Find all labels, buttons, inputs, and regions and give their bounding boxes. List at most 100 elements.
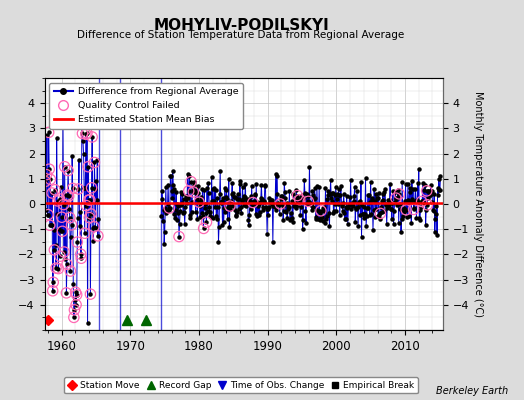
Point [426,191,434,198]
Point [49,279,58,286]
Point [354,198,363,205]
Point [79,138,87,144]
Point [220,219,228,225]
Point [203,184,211,191]
Point [291,196,299,202]
Point [382,202,390,208]
Point [362,222,370,229]
Point [425,188,433,194]
Point [78,120,86,126]
Point [201,201,210,208]
Point [324,192,332,198]
Point [303,200,311,207]
Point [58,214,66,220]
Point [417,204,425,210]
Point [68,222,76,228]
Point [358,210,367,217]
Point [176,208,184,214]
Point [275,200,283,207]
Point [205,203,213,210]
Point [190,182,199,188]
Point [376,215,384,222]
Point [161,205,169,211]
Point [320,208,329,214]
Point [56,253,64,260]
Point [60,249,68,255]
Point [418,198,427,204]
Point [325,223,334,229]
Point [400,205,408,212]
Point [265,195,274,201]
Point [62,290,71,296]
Point [318,214,326,220]
Point [94,216,103,222]
Point [391,189,399,196]
Point [372,191,380,198]
Point [285,188,293,194]
Point [222,194,230,200]
Point [164,182,172,188]
Legend: Difference from Regional Average, Quality Control Failed, Estimated Station Mean: Difference from Regional Average, Qualit… [49,83,243,129]
Point [204,190,213,196]
Point [48,190,56,196]
Point [211,204,219,210]
Point [416,216,424,223]
Point [256,199,265,205]
Point [250,198,258,204]
Point [270,204,279,210]
Point [73,239,81,245]
Point [206,213,214,219]
Point [161,184,170,191]
Point [298,226,307,232]
Point [42,172,50,178]
Point [209,215,217,221]
Point [245,222,253,229]
Point [70,307,79,313]
Point [288,198,297,204]
Point [69,185,77,192]
Point [229,190,237,196]
Point [188,199,196,206]
Point [228,203,237,209]
Point [334,185,343,192]
Point [436,172,445,179]
Point [427,188,435,194]
Point [390,199,399,206]
Point [178,191,187,198]
Point [284,202,292,209]
Point [202,219,211,225]
Point [343,205,352,211]
Point [91,186,99,192]
Point [182,196,191,202]
Point [402,198,411,204]
Point [433,184,442,191]
Point [193,216,202,222]
Point [293,192,302,199]
Point [340,210,348,216]
Point [316,208,325,214]
Point [322,216,330,222]
Point [58,228,67,234]
Point [41,207,50,214]
Point [275,202,283,208]
Point [211,187,220,194]
Point [381,186,389,192]
Point [424,195,433,201]
Point [297,203,305,210]
Point [339,200,347,206]
Point [159,206,168,213]
Point [262,204,270,210]
Point [63,192,72,198]
Point [388,215,396,222]
Point [419,180,427,186]
Point [402,207,410,213]
Point [350,193,358,199]
Point [384,203,392,210]
Point [158,188,166,194]
Point [258,196,266,202]
Point [301,190,309,196]
Point [172,217,181,223]
Point [90,224,98,230]
Point [46,222,54,228]
Point [173,201,181,208]
